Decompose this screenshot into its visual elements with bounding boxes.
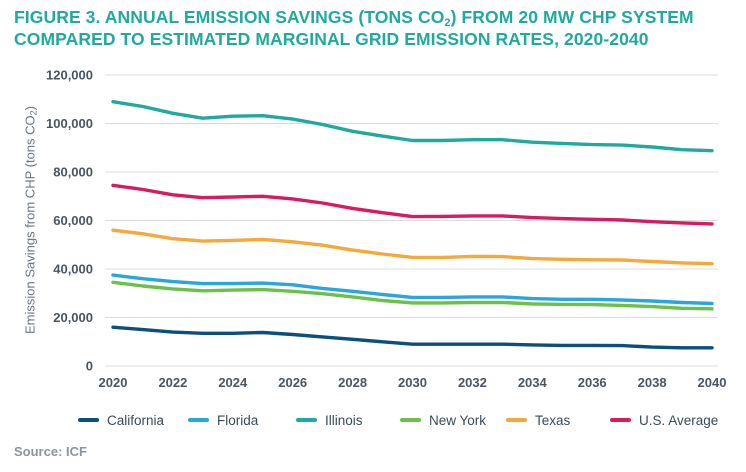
legend-item-california: California	[78, 410, 164, 430]
source-note: Source: ICF	[14, 444, 87, 459]
y-tick-label: 20,000	[53, 310, 93, 325]
chart-title-line-2: COMPARED TO ESTIMATED MARGINAL GRID EMIS…	[14, 29, 649, 49]
y-tick-label: 100,000	[46, 116, 93, 131]
x-tick-label: 2032	[458, 375, 487, 390]
chart-title-part: ) FROM 20 MW CHP SYSTEM	[450, 7, 694, 27]
grid-layer	[105, 74, 718, 367]
series-line-texas	[111, 228, 714, 266]
x-tick-label: 2030	[398, 375, 427, 390]
legend-label: U.S. Average	[639, 412, 719, 428]
legend-swatch	[400, 418, 421, 422]
legend-item-florida: Florida	[188, 410, 258, 430]
y-tick-label: 40,000	[53, 262, 93, 277]
x-tick-label: 2024	[218, 375, 248, 390]
chart-title-subscript: 2	[444, 17, 451, 29]
legend-label: California	[107, 412, 165, 428]
y-tick-label: 0	[86, 359, 93, 374]
x-tick-label: 2026	[278, 375, 307, 390]
legend-item-texas: Texas	[506, 410, 570, 430]
x-tick-label: 2028	[338, 375, 367, 390]
legend-label: Texas	[535, 412, 571, 428]
tick-layer: 0 20,000 40,000 60,000 80,000 100,000 120,000 2…	[46, 68, 726, 391]
x-tick-label: 2020	[99, 375, 128, 390]
series-line-u-s-average	[111, 183, 714, 226]
chart-title-line-1: FIGURE 3. ANNUAL EMISSION SAVINGS (TONS …	[14, 6, 734, 29]
y-tick-label: 80,000	[53, 165, 93, 180]
series-line-california	[111, 325, 714, 350]
legend-swatch	[296, 418, 317, 422]
legend-item-illinois: Illinois	[296, 410, 363, 430]
series-layer	[111, 99, 714, 350]
x-tick-label: 2038	[638, 375, 667, 390]
series-line-florida	[111, 273, 714, 306]
chart-title: FIGURE 3. ANNUAL EMISSION SAVINGS (TONS …	[14, 6, 734, 50]
legend: California Florida Illinois New York Texas U.…	[78, 410, 738, 430]
x-tick-label: 2034	[518, 375, 548, 390]
series-line-illinois	[111, 99, 714, 153]
y-tick-label: 60,000	[53, 213, 93, 228]
legend-swatch	[78, 418, 99, 422]
x-tick-label: 2040	[698, 375, 727, 390]
legend-swatch	[610, 418, 631, 422]
legend-label: New York	[429, 412, 487, 428]
legend-swatch	[506, 418, 527, 422]
legend-item-new-york: New York	[400, 410, 486, 430]
chart-title-part: FIGURE 3. ANNUAL EMISSION SAVINGS (TONS …	[14, 7, 445, 27]
x-tick-label: 2022	[158, 375, 187, 390]
legend-label: Florida	[217, 412, 259, 428]
legend-swatch	[188, 418, 209, 422]
y-tick-label: 120,000	[46, 68, 93, 83]
series-line-new-york	[111, 280, 714, 311]
legend-label: Illinois	[325, 412, 363, 428]
legend-item-u-s-average: U.S. Average	[610, 410, 718, 430]
x-tick-label: 2036	[578, 375, 607, 390]
